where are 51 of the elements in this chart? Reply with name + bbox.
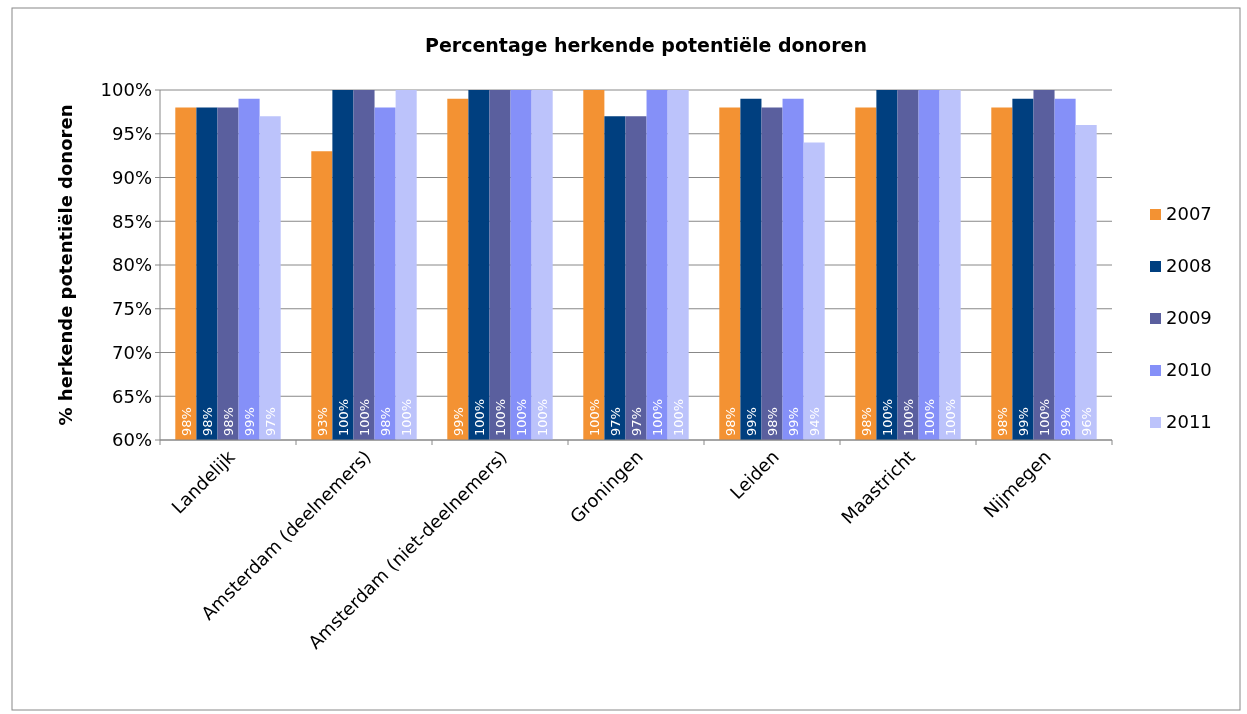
data-label: 99% (1058, 407, 1074, 436)
y-tick-label: 60% (111, 429, 152, 451)
y-tick-label: 100% (100, 79, 152, 101)
y-tick-label: 65% (111, 385, 152, 407)
data-label: 98% (221, 407, 236, 436)
data-label: 100% (471, 398, 487, 436)
y-tick-label: 85% (111, 210, 152, 232)
data-label: 98% (378, 407, 394, 436)
data-label: 98% (994, 407, 1010, 436)
legend-label: 2010 (1166, 359, 1212, 380)
y-tick-label: 80% (111, 254, 152, 276)
data-label: 100% (943, 398, 959, 436)
data-label: 94% (807, 407, 823, 436)
data-label: 100% (514, 398, 530, 436)
data-label: 99% (786, 407, 802, 436)
data-label: 100% (879, 398, 895, 436)
data-label: 100% (357, 398, 372, 436)
data-label: 100% (671, 398, 687, 436)
data-label: 100% (650, 398, 666, 436)
data-label: 100% (1037, 398, 1052, 436)
data-label: 97% (263, 407, 279, 436)
data-label: 100% (399, 398, 415, 436)
data-label: 99% (242, 407, 258, 436)
data-label: 100% (586, 398, 602, 436)
legend-label: 2008 (1166, 255, 1212, 276)
data-label: 96% (1079, 407, 1095, 436)
data-label: 98% (178, 407, 194, 436)
chart-title: Percentage herkende potentiële donoren (425, 34, 867, 56)
data-label: 100% (493, 398, 508, 436)
data-label: 97% (607, 407, 623, 436)
data-label: 93% (314, 407, 330, 436)
data-label: 99% (743, 407, 759, 436)
y-tick-label: 70% (111, 341, 152, 363)
data-label: 100% (335, 398, 351, 436)
y-axis-title: % herkende potentiële donoren (55, 104, 76, 426)
data-label: 100% (535, 398, 551, 436)
data-label: 99% (450, 407, 466, 436)
data-label: 99% (1015, 407, 1031, 436)
data-label: 97% (629, 407, 644, 436)
data-label: 98% (858, 407, 874, 436)
legend-label: 2009 (1166, 307, 1212, 328)
data-label: 100% (922, 398, 938, 436)
data-label: 98% (765, 407, 780, 436)
legend-label: 2007 (1166, 203, 1212, 224)
y-tick-label: 90% (111, 166, 152, 188)
y-tick-label: 75% (111, 298, 152, 320)
data-label: 98% (199, 407, 215, 436)
data-label: 100% (901, 398, 916, 436)
y-tick-label: 95% (111, 123, 152, 145)
data-label: 98% (722, 407, 738, 436)
legend-label: 2011 (1166, 411, 1212, 432)
